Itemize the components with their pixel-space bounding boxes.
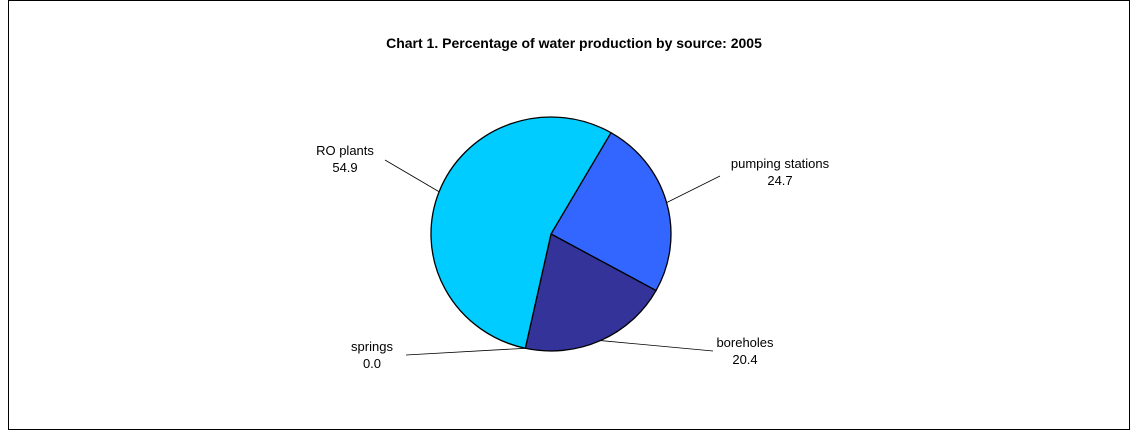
pie-slice-boreholes bbox=[524, 233, 657, 352]
slice-value-pumping-stations: 24.7 bbox=[767, 173, 792, 188]
leader-line-boreholes bbox=[600, 340, 714, 352]
slice-value-boreholes: 20.4 bbox=[732, 352, 757, 367]
leader-line-springs bbox=[405, 347, 526, 356]
slice-value-ro-plants: 54.9 bbox=[332, 160, 357, 175]
slice-label-ro-plants: RO plants bbox=[316, 143, 374, 158]
chart-title: Chart 1. Percentage of water production … bbox=[386, 35, 762, 51]
slice-label-pumping-stations: pumping stations bbox=[731, 156, 830, 171]
pie-slice-pumping-stations bbox=[550, 132, 672, 292]
leader-line-ro-plants bbox=[384, 159, 440, 193]
slice-label-springs: springs bbox=[351, 339, 393, 354]
slice-value-springs: 0.0 bbox=[363, 356, 381, 371]
slice-label-boreholes: boreholes bbox=[716, 335, 774, 350]
leader-line-pumping-stations bbox=[666, 175, 721, 204]
